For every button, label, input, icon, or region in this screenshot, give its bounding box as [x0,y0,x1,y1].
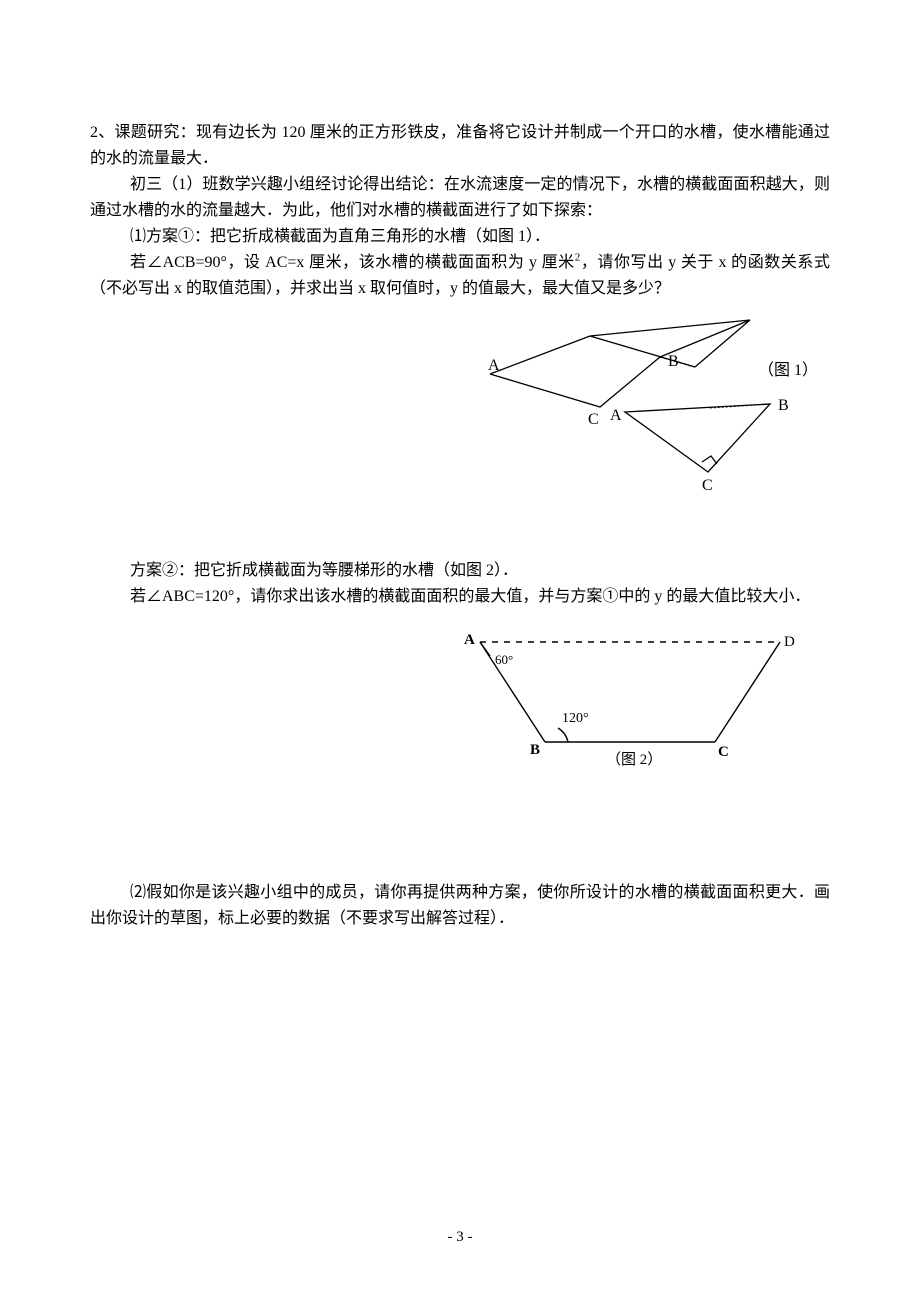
scheme2-intro: 方案②：把它折成横截面为等腰梯形的水槽（如图 2）． [90,558,830,584]
label-D: D [784,634,795,650]
page-number: - 3 - [0,1229,920,1246]
spacer [90,502,830,558]
edge-CD [715,642,780,742]
part1-scheme1-body: 若∠ACB=90°，设 AC=x 厘米，该水槽的横截面面积为 y 厘米2，请你写… [90,250,830,302]
label-120deg: 120° [562,711,589,726]
label-C2: C [702,477,713,494]
prism-back-valley-right [695,320,750,367]
figure-1: A B C A B C （图 1） [470,312,830,502]
right-angle-marker [702,456,717,464]
figure-1-caption: （图 1） [758,356,818,380]
problem-intro: 2、课题研究：现有边长为 120 厘米的正方形铁皮，准备将它设计并制成一个开口的… [90,120,830,172]
cross-section-triangle [625,404,770,472]
label-A2: A [610,407,622,424]
prism-top-right [660,320,750,357]
label-60deg: 60° [495,652,513,667]
label-A1: A [488,357,500,374]
part2-body: ⑵假如你是该兴趣小组中的成员，请你再提供两种方案，使你所设计的水槽的横截面面积更… [90,880,830,932]
figure-2: A D B C 60° 120° （图 2） [440,624,840,784]
angle-A-tick [480,642,490,656]
label-C: C [718,744,729,760]
label-B2: B [778,397,789,414]
problem-context: 初三（1）班数学兴趣小组经讨论得出结论：在水流速度一定的情况下，水槽的横截面面积… [90,172,830,224]
label-B1: B [668,353,679,370]
label-A: A [464,632,475,648]
prism-back-top [590,320,750,336]
part1-scheme1-intro: ⑴方案①：把它折成横截面为直角三角形的水槽（如图 1）． [90,224,830,250]
figure-1-svg: A B C A B C [470,312,830,502]
angle-B-arc [558,728,568,742]
figure-2-caption: （图 2） [606,751,662,768]
scheme2-body: 若∠ABC=120°，请你求出该水槽的横截面面积的最大值，并与方案①中的 y 的… [90,584,830,610]
figure-2-svg: A D B C 60° 120° （图 2） [440,624,840,784]
label-C1: C [588,411,599,428]
document-page: 2、课题研究：现有边长为 120 厘米的正方形铁皮，准备将它设计并制成一个开口的… [0,0,920,1300]
part1-body-a: 若∠ACB=90°，设 AC=x 厘米，该水槽的横截面面积为 y 厘米 [130,254,575,271]
spacer [90,784,830,880]
prism-top-left [490,336,590,374]
prism-back-valley-left [590,336,695,367]
label-B: B [530,742,540,758]
